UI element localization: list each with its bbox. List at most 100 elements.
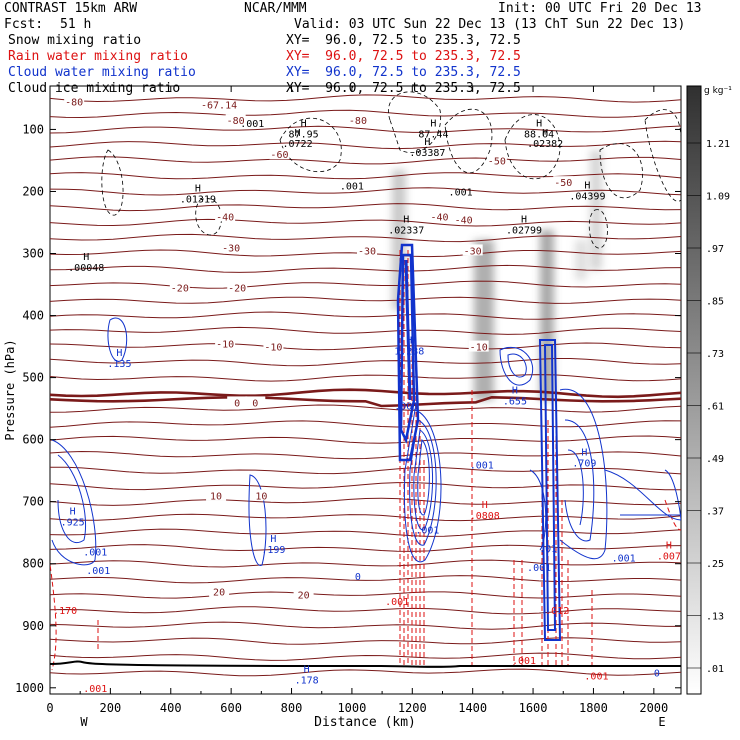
high-value-label: .02799: [506, 226, 542, 237]
isotherm-label-bg: [251, 489, 272, 501]
valid-time: Valid: 03 UTC Sun 22 Dec 13 (13 ChT Sun …: [294, 17, 686, 32]
colorbar-tick-label: .85: [706, 297, 724, 308]
colorbar-tick-label: .01: [706, 664, 724, 675]
colorbar-tick-label: .61: [706, 402, 724, 413]
colorbar-tick-label: .13: [706, 612, 724, 623]
isotherm-line: [50, 296, 681, 304]
isotherm-line: [50, 218, 681, 227]
high-value-label: .655: [503, 396, 527, 407]
colorbar-tick-label: .37: [706, 507, 724, 518]
isotherm-line: [50, 559, 681, 568]
y-tick-label: 100: [22, 122, 44, 136]
x-tick-label: 1600: [519, 701, 548, 715]
legend-item-label: Cloud ice mixing ratio: [8, 81, 181, 96]
isotherm-label: -10: [216, 339, 234, 350]
isotherm-label: -50: [554, 178, 572, 189]
y-tick-label: 200: [22, 184, 44, 198]
isotherm-label: -10: [264, 343, 282, 354]
isotherm-line: [50, 621, 681, 630]
init-time: Init: 00 UTC Fri 20 Dec 13: [498, 1, 702, 16]
high-marker: H: [581, 447, 587, 458]
colorbar-tick-label: .73: [706, 349, 724, 360]
freezing-level-line: [50, 395, 681, 408]
colorbar-tick-label: .25: [706, 559, 724, 570]
isotherm-label-bg: [169, 281, 190, 293]
isotherm-line: [50, 513, 681, 522]
isotherm-label-bg: [486, 154, 507, 166]
high-marker: H: [301, 119, 307, 130]
contour-value-label: .001: [240, 119, 264, 130]
isotherm-label: -80: [65, 98, 83, 109]
isotherm-label: 0: [252, 398, 258, 409]
contour-value-label: .001: [449, 187, 473, 198]
colorbar-tick-label: .97: [706, 244, 724, 255]
high-marker: H: [270, 534, 276, 545]
x-axis-right-end-label: E: [658, 715, 665, 729]
isotherm-label-bg: [263, 340, 284, 352]
isotherm-line: [50, 326, 681, 335]
y-tick-label: 600: [22, 433, 44, 447]
isotherm-label-bg: [64, 95, 85, 107]
y-tick-label: 1000: [15, 681, 44, 695]
x-tick-label: 1400: [458, 701, 487, 715]
isotherm-line: [50, 140, 681, 150]
high-marker: H: [70, 506, 76, 517]
isotherm-line: [50, 466, 681, 475]
x-axis-title: Distance (km): [314, 715, 416, 730]
isotherm-line: [50, 591, 681, 599]
high-value-label: .02382: [527, 139, 563, 150]
high-marker: H: [195, 184, 201, 195]
isotherm-label-bg: [215, 337, 236, 349]
x-tick-label: 600: [220, 701, 242, 715]
high-value-label: .135: [107, 359, 131, 370]
plot-contents: [50, 91, 681, 677]
legend-item-coords: XY= 96.0, 72.5 to 235.3, 72.5: [286, 65, 521, 80]
isotherm-label: -80: [349, 116, 367, 127]
contour-value-label: .001: [612, 554, 636, 565]
isotherm-line: [50, 404, 681, 413]
isotherm-label-bg: [357, 244, 378, 256]
isotherm-line: [50, 311, 681, 320]
contour-value-label: .012: [545, 606, 569, 617]
isotherm-label: -40: [216, 212, 234, 223]
contour-value-label: .001: [584, 671, 608, 682]
isotherm-line: [50, 156, 681, 165]
isotherm-label: -10: [470, 343, 488, 354]
isotherm-label: -80: [227, 116, 245, 127]
high-value-label: .04399: [569, 192, 605, 203]
contour-value-label: .001: [394, 402, 418, 413]
rain-contours: [50, 250, 681, 671]
high-marker: H: [424, 137, 430, 148]
isotherm-label-bg: [553, 176, 574, 188]
x-tick-label: 400: [160, 701, 182, 715]
high-value-label: 87.95: [289, 130, 319, 141]
legend-item-label: Snow mixing ratio: [8, 33, 142, 48]
high-value-label: 87.44: [418, 130, 448, 141]
x-tick-label: 1200: [398, 701, 427, 715]
x-axis: 0 200 400 600 800 1000 1200 1400 1600 1800 2000: [46, 86, 668, 715]
isotherm-line: [50, 388, 681, 399]
high-value-label: .925: [61, 517, 85, 528]
isotherm-label: 10: [210, 491, 222, 502]
isotherm-line: [50, 280, 681, 289]
isotherm-label-bg: [293, 588, 314, 600]
isotherm-line: [50, 637, 681, 645]
high-value-label: .0722: [283, 139, 313, 150]
isotherm-label: 10: [255, 491, 267, 502]
isotherm-label-bg: [221, 241, 242, 253]
contour-value-label: .170: [53, 606, 77, 617]
isotherm-line: [50, 575, 681, 584]
legend-item-coords: XY= 96.0, 72.5 to 235.3, 72.5: [286, 49, 521, 64]
contour-value-label: .001: [83, 547, 107, 558]
center-name: NCAR/MMM: [244, 1, 307, 16]
isotherm-label: -30: [464, 246, 482, 257]
high-marker: H: [430, 119, 436, 130]
isotherm-label-bg: [269, 148, 290, 160]
colorbar-unit: g kg⁻¹: [704, 86, 732, 96]
isotherm-label: 20: [298, 591, 310, 602]
isotherm-label: -40: [455, 215, 473, 226]
high-marker: H: [536, 119, 542, 130]
isotherm-label-bg: [462, 244, 483, 256]
isotherm-line: [50, 420, 681, 428]
forecast-hour: 51 h: [60, 17, 92, 32]
